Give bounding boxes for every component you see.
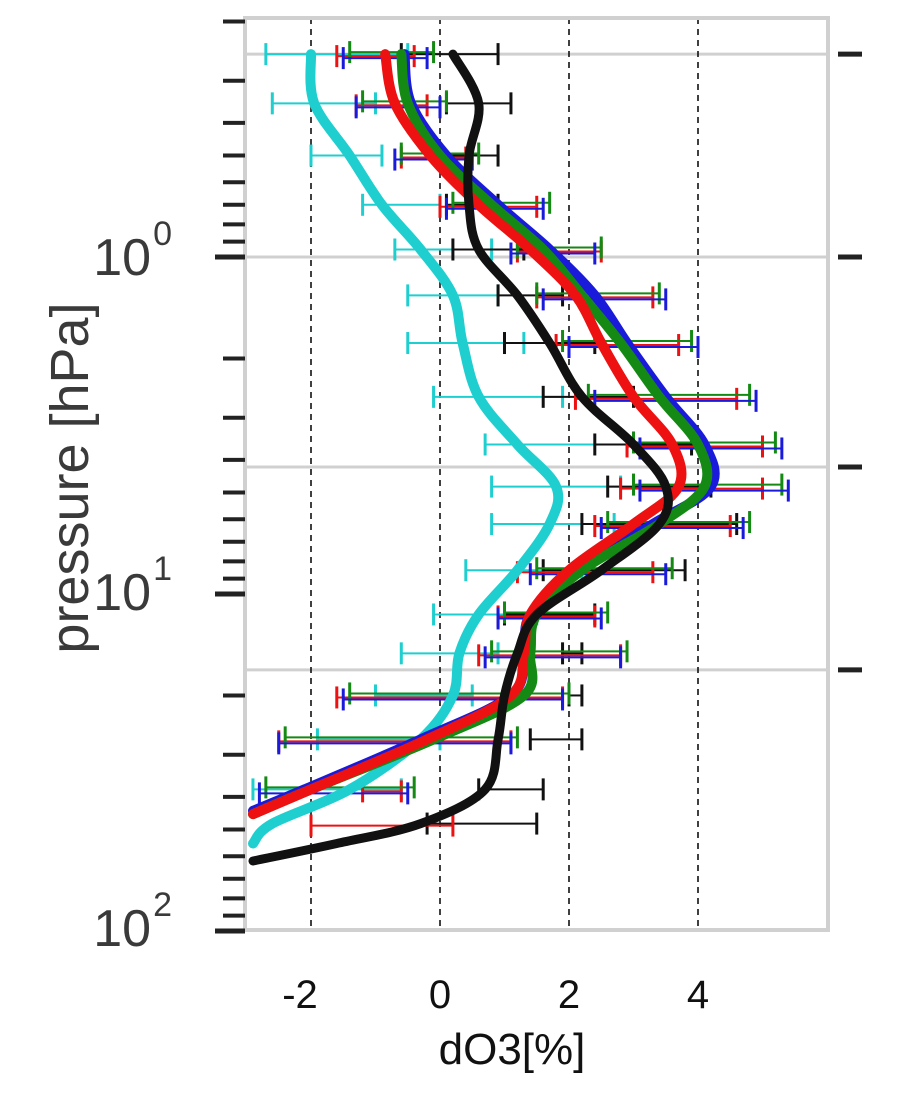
red-error-bar	[619, 477, 764, 500]
green-error-bar	[503, 601, 610, 624]
profile-lines-layer	[248, 49, 720, 866]
black-error-bar	[496, 284, 565, 307]
cyan-series-line	[248, 49, 564, 849]
red-series-line	[248, 49, 687, 820]
y-tick-base: 10	[93, 900, 151, 958]
y-tick-exponent: 1	[153, 550, 172, 588]
x-tick-label: 4	[687, 973, 709, 1017]
y-tick-exponent: 0	[153, 215, 172, 253]
green-error-bar	[348, 682, 571, 705]
x-tick-label: 2	[558, 973, 580, 1017]
black-error-bar	[567, 684, 584, 707]
cyan-error-bar	[270, 92, 377, 115]
x-tick-label: -2	[282, 973, 318, 1017]
error-bar-layer	[251, 41, 790, 837]
y-tick-label: 102	[93, 886, 172, 958]
y-axis-label: pressure [hPa]	[40, 302, 100, 653]
blue-error-bar	[483, 646, 623, 669]
green-error-bar	[264, 776, 416, 799]
red-error-bar	[309, 814, 455, 837]
y-tick-label: 100	[93, 215, 172, 287]
x-tick-label: 0	[429, 973, 451, 1017]
black-series-line	[248, 49, 673, 866]
green-error-bar	[348, 41, 436, 64]
black-error-bar	[528, 728, 584, 751]
y-tick-base: 10	[93, 564, 151, 622]
plot-frame	[243, 16, 830, 932]
x-axis-label: dO3[%]	[439, 1025, 586, 1074]
green-error-bar	[283, 726, 519, 749]
y-tick-label: 101	[93, 550, 172, 622]
black-error-bar	[561, 642, 584, 665]
y-tick-base: 10	[93, 229, 151, 287]
cyan-error-bar	[399, 642, 500, 665]
red-error-bar	[477, 644, 623, 667]
blue-error-bar	[277, 732, 513, 755]
blue-error-bar	[496, 607, 603, 630]
y-tick-exponent: 2	[153, 886, 172, 924]
grid-layer	[245, 18, 828, 930]
blue-error-bar	[541, 288, 668, 311]
